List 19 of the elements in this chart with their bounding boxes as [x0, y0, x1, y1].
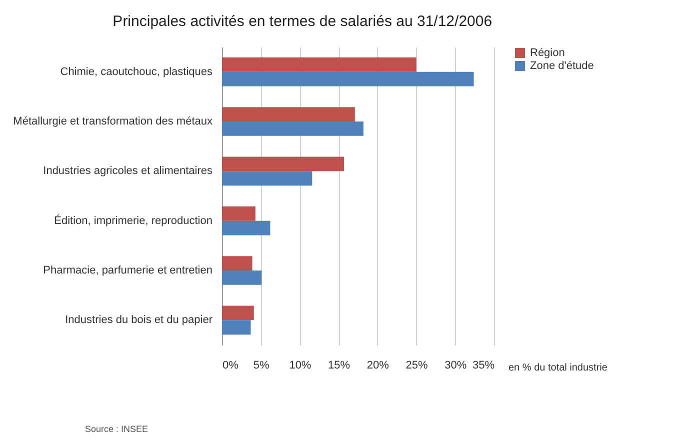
x-tick-label: 10%	[289, 360, 312, 372]
x-tick-label: 20%	[366, 360, 390, 372]
y-tick-label: Pharmacie, parfumerie et entretien	[43, 264, 212, 276]
x-tick-label: 5%	[253, 360, 270, 372]
chart-title: Principales activités en termes de salariés au 31/12/2006	[112, 13, 492, 30]
y-tick-label: Édition, imprimerie, reproduction	[54, 214, 212, 227]
x-tick-label: 15%	[328, 360, 350, 372]
x-tick-label: 25%	[406, 360, 428, 372]
y-tick-label: Industries du bois et du papier	[65, 314, 213, 326]
x-axis-title: en % du total industrie	[508, 362, 608, 374]
x-tick-label: 30%	[444, 360, 467, 372]
y-tick-label: Industries agricoles et alimentaires	[43, 165, 213, 178]
legend-label: Région	[530, 47, 565, 59]
x-tick-label: 35%	[472, 360, 495, 372]
source-note: Source : INSEE	[85, 424, 148, 434]
x-tick-label: 0%	[222, 360, 239, 372]
y-tick-label: Chimie, caoutchouc, plastiques	[60, 66, 213, 78]
legend-label: Zone d'étude	[530, 60, 594, 72]
y-tick-label: Métallurgie et transformation des métaux	[13, 116, 213, 128]
